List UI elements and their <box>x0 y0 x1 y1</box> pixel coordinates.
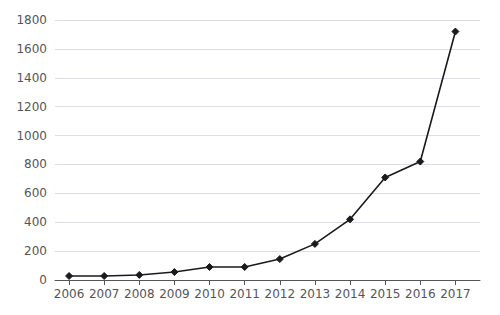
svg-text:2010: 2010 <box>194 287 225 301</box>
svg-text:1200: 1200 <box>16 100 47 114</box>
svg-text:1800: 1800 <box>16 13 47 27</box>
svg-text:1600: 1600 <box>16 42 47 56</box>
svg-text:2011: 2011 <box>229 287 260 301</box>
svg-text:2008: 2008 <box>124 287 155 301</box>
svg-text:2013: 2013 <box>300 287 331 301</box>
svg-text:200: 200 <box>24 244 47 258</box>
svg-text:2015: 2015 <box>370 287 401 301</box>
svg-text:2009: 2009 <box>159 287 190 301</box>
svg-text:2014: 2014 <box>335 287 366 301</box>
svg-text:400: 400 <box>24 215 47 229</box>
svg-text:1000: 1000 <box>16 129 47 143</box>
svg-text:1400: 1400 <box>16 71 47 85</box>
svg-text:0: 0 <box>39 273 47 287</box>
svg-text:2016: 2016 <box>405 287 436 301</box>
svg-text:2006: 2006 <box>54 287 85 301</box>
svg-text:600: 600 <box>24 186 47 200</box>
svg-text:2012: 2012 <box>265 287 296 301</box>
svg-text:2017: 2017 <box>440 287 471 301</box>
svg-text:2007: 2007 <box>89 287 120 301</box>
svg-text:800: 800 <box>24 157 47 171</box>
